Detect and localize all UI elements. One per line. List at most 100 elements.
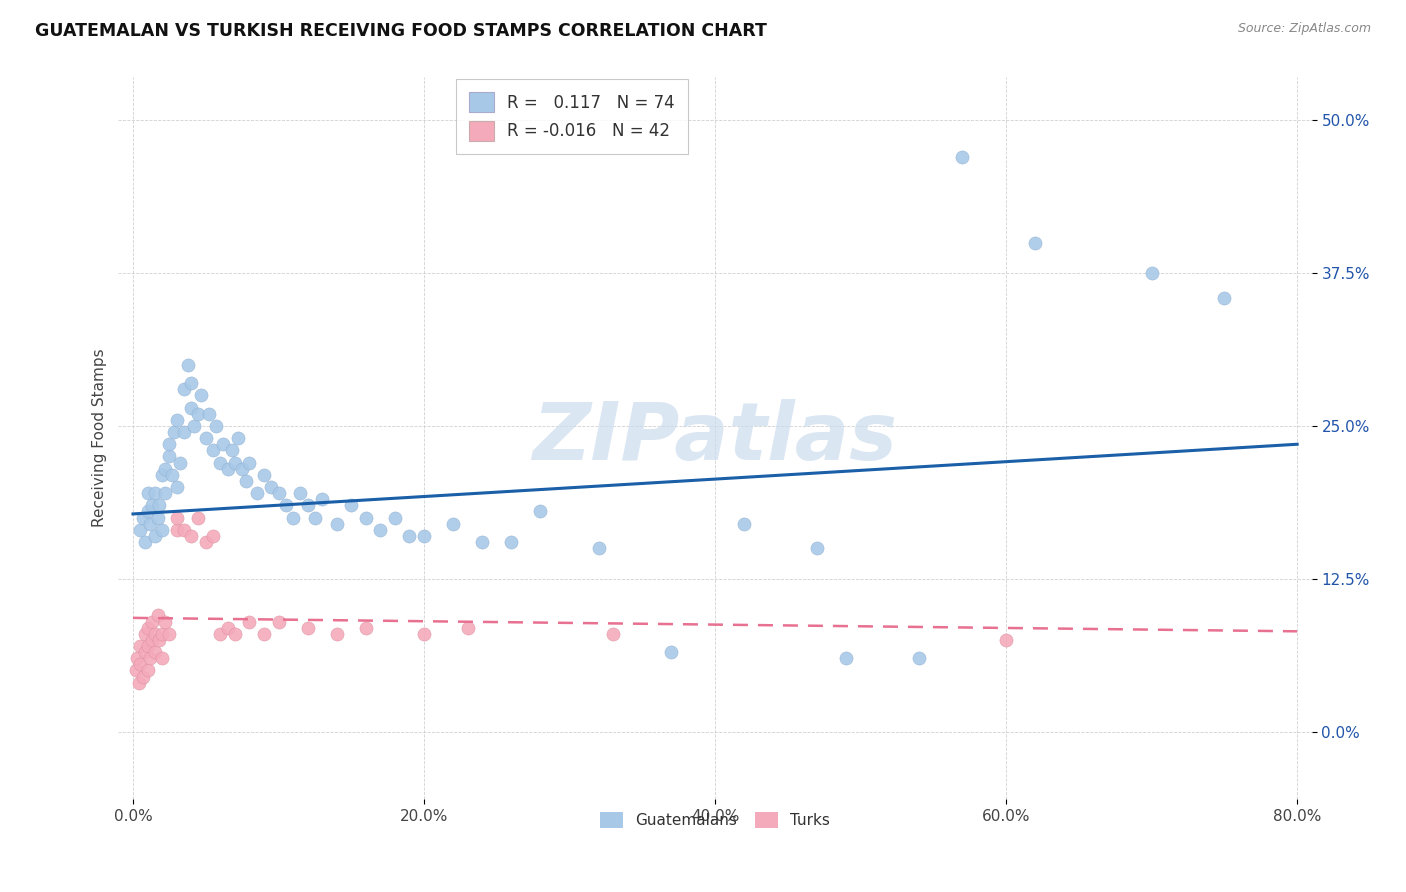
Point bbox=[205, 418, 228, 433]
Point bbox=[354, 510, 377, 524]
Point bbox=[141, 615, 163, 629]
Point bbox=[141, 499, 163, 513]
Point bbox=[835, 651, 858, 665]
Point bbox=[146, 510, 169, 524]
Point bbox=[457, 621, 479, 635]
Legend: Guatemalans, Turks: Guatemalans, Turks bbox=[593, 805, 837, 835]
Point bbox=[148, 499, 170, 513]
Point bbox=[325, 516, 347, 531]
Point bbox=[150, 523, 173, 537]
Point bbox=[304, 510, 326, 524]
Point bbox=[311, 492, 333, 507]
Point bbox=[238, 456, 260, 470]
Point bbox=[217, 461, 239, 475]
Point bbox=[281, 510, 304, 524]
Point bbox=[340, 499, 363, 513]
Point bbox=[141, 632, 163, 647]
Point bbox=[177, 358, 200, 372]
Point bbox=[297, 499, 319, 513]
Point bbox=[136, 664, 159, 678]
Point bbox=[297, 621, 319, 635]
Point bbox=[235, 474, 257, 488]
Point bbox=[952, 150, 974, 164]
Point bbox=[194, 535, 217, 549]
Point bbox=[733, 516, 755, 531]
Point bbox=[398, 529, 420, 543]
Point bbox=[370, 523, 392, 537]
Point bbox=[588, 541, 610, 556]
Point bbox=[150, 467, 173, 482]
Point bbox=[253, 467, 276, 482]
Point bbox=[290, 486, 312, 500]
Point bbox=[143, 486, 166, 500]
Point bbox=[132, 669, 155, 683]
Point bbox=[173, 523, 195, 537]
Point bbox=[128, 675, 150, 690]
Point bbox=[153, 486, 176, 500]
Point bbox=[224, 456, 246, 470]
Point bbox=[143, 626, 166, 640]
Point bbox=[143, 529, 166, 543]
Point bbox=[501, 535, 523, 549]
Point bbox=[384, 510, 406, 524]
Point bbox=[136, 639, 159, 653]
Point bbox=[325, 626, 347, 640]
Point bbox=[209, 626, 232, 640]
Point bbox=[146, 608, 169, 623]
Point bbox=[173, 425, 195, 439]
Text: GUATEMALAN VS TURKISH RECEIVING FOOD STAMPS CORRELATION CHART: GUATEMALAN VS TURKISH RECEIVING FOOD STA… bbox=[35, 22, 768, 40]
Point bbox=[231, 461, 253, 475]
Point bbox=[907, 651, 929, 665]
Point bbox=[129, 523, 152, 537]
Point bbox=[157, 450, 180, 464]
Text: Source: ZipAtlas.com: Source: ZipAtlas.com bbox=[1237, 22, 1371, 36]
Point bbox=[129, 639, 152, 653]
Point bbox=[221, 443, 243, 458]
Point bbox=[217, 621, 239, 635]
Point bbox=[136, 486, 159, 500]
Point bbox=[136, 621, 159, 635]
Point bbox=[134, 535, 156, 549]
Point bbox=[180, 401, 202, 415]
Point bbox=[173, 382, 195, 396]
Point bbox=[183, 418, 205, 433]
Point bbox=[129, 657, 152, 672]
Point bbox=[125, 664, 148, 678]
Point bbox=[602, 626, 624, 640]
Point bbox=[150, 626, 173, 640]
Point bbox=[127, 651, 149, 665]
Point bbox=[143, 645, 166, 659]
Point bbox=[274, 499, 297, 513]
Point bbox=[995, 632, 1018, 647]
Point bbox=[139, 651, 162, 665]
Point bbox=[226, 431, 249, 445]
Point bbox=[187, 407, 209, 421]
Point bbox=[166, 480, 188, 494]
Point bbox=[132, 510, 155, 524]
Point bbox=[180, 376, 202, 390]
Point bbox=[134, 645, 156, 659]
Point bbox=[212, 437, 235, 451]
Point bbox=[194, 431, 217, 445]
Point bbox=[180, 529, 202, 543]
Point bbox=[157, 437, 180, 451]
Text: ZIPatlas: ZIPatlas bbox=[533, 399, 897, 477]
Point bbox=[441, 516, 464, 531]
Point bbox=[529, 504, 551, 518]
Point bbox=[806, 541, 828, 556]
Point bbox=[253, 626, 276, 640]
Point bbox=[153, 615, 176, 629]
Point bbox=[246, 486, 269, 500]
Point bbox=[413, 626, 436, 640]
Point bbox=[224, 626, 246, 640]
Y-axis label: Receiving Food Stamps: Receiving Food Stamps bbox=[93, 349, 107, 527]
Point bbox=[150, 651, 173, 665]
Point bbox=[190, 388, 212, 402]
Point bbox=[471, 535, 494, 549]
Point bbox=[202, 443, 225, 458]
Point bbox=[413, 529, 436, 543]
Point bbox=[162, 467, 184, 482]
Point bbox=[139, 516, 162, 531]
Point bbox=[1024, 235, 1046, 250]
Point bbox=[260, 480, 283, 494]
